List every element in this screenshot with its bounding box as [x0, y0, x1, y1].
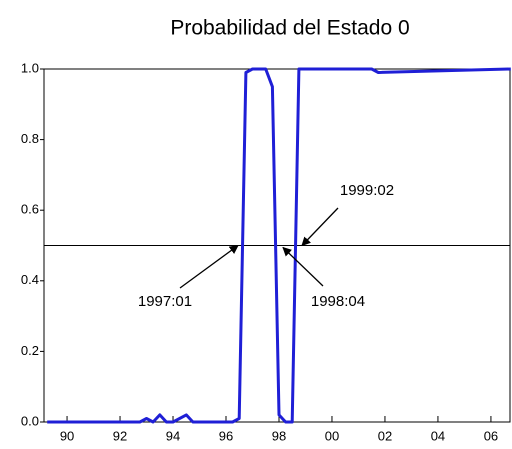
y-tick-label: 1.0 — [21, 60, 39, 75]
x-tick-label: 98 — [272, 428, 286, 443]
y-tick-label: 0.4 — [21, 272, 39, 287]
annotation: 1997:01 — [138, 293, 192, 310]
x-tick-label: 92 — [113, 428, 127, 443]
x-tick-label: 04 — [431, 428, 445, 443]
chart-title: Probabilidad del Estado 0 — [170, 17, 409, 40]
x-tick-label: 02 — [378, 428, 392, 443]
annotation: 1999:02 — [340, 182, 394, 199]
annotation-arrow — [282, 246, 324, 287]
y-tick-label: 0.2 — [21, 343, 39, 358]
y-tick-label: 0.6 — [21, 202, 39, 217]
y-tick-label: 0.8 — [21, 131, 39, 146]
series-line — [47, 67, 511, 424]
x-tick-label: 96 — [219, 428, 233, 443]
annotation: 1998:04 — [311, 293, 365, 310]
annotation-arrow — [301, 207, 339, 247]
x-tick-label: 00 — [325, 428, 339, 443]
x-tick-label: 06 — [484, 428, 498, 443]
annotation-arrow — [179, 244, 239, 289]
x-tick-label: 90 — [60, 428, 74, 443]
y-tick-label: 0.0 — [21, 413, 39, 428]
x-tick-label: 94 — [166, 428, 180, 443]
